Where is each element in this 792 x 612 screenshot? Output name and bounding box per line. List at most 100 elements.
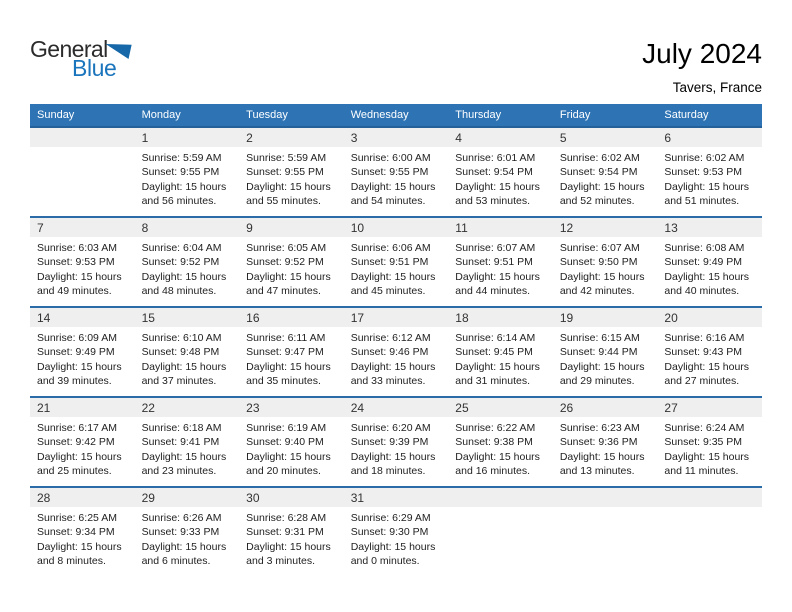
daylight-text: Daylight: 15 hours and 48 minutes. (141, 270, 227, 298)
sunset-text: Sunset: 9:50 PM (559, 256, 638, 269)
sunset-text: Sunset: 9:40 PM (246, 436, 324, 449)
day-number: 9 (239, 218, 344, 237)
day-cell-10: 10 Sunrise: 6:06 AM Sunset: 9:51 PM Dayligh… (343, 218, 449, 306)
day-details: Sunrise: 6:11 AM Sunset: 9:47 PM Daylight:… (239, 327, 344, 389)
daylight-text: Daylight: 15 hours and 56 minutes. (141, 180, 227, 208)
day-details: Sunrise: 6:06 AM Sunset: 9:51 PM Daylight:… (344, 237, 449, 299)
day-number: 21 (30, 398, 135, 417)
day-number: 25 (448, 398, 553, 417)
day-number: 4 (448, 128, 553, 147)
day-number: 20 (657, 308, 762, 327)
day-cell-28: 28 Sunrise: 6:25 AM Sunset: 9:34 PM Dayligh… (30, 488, 135, 576)
day-details (553, 507, 658, 511)
day-cell-1: 1 Sunrise: 5:59 AM Sunset: 9:55 PM Daylight… (134, 128, 240, 216)
sunset-text: Sunset: 9:30 PM (350, 526, 429, 539)
sunrise-text: Sunrise: 6:10 AM (141, 332, 222, 344)
day-number: 17 (343, 308, 449, 327)
sunrise-text: Sunrise: 6:14 AM (455, 332, 536, 344)
day-details: Sunrise: 6:25 AM Sunset: 9:34 PM Daylight:… (30, 507, 135, 569)
day-details (30, 147, 135, 151)
day-number: 28 (30, 488, 135, 507)
day-cell-31: 31 Sunrise: 6:29 AM Sunset: 9:30 PM Dayligh… (343, 488, 449, 576)
day-number: 23 (239, 398, 344, 417)
daylight-text: Daylight: 15 hours and 45 minutes. (350, 270, 436, 298)
daylight-text: Daylight: 15 hours and 29 minutes. (559, 360, 645, 388)
day-details: Sunrise: 6:24 AM Sunset: 9:35 PM Daylight:… (657, 417, 762, 479)
sunrise-text: Sunrise: 6:09 AM (37, 332, 117, 344)
day-number: 18 (448, 308, 553, 327)
day-details: Sunrise: 6:14 AM Sunset: 9:45 PM Daylight:… (448, 327, 553, 389)
day-number: 10 (343, 218, 449, 237)
weekday-header-wednesday: Wednesday (350, 109, 409, 121)
sunset-text: Sunset: 9:54 PM (559, 166, 638, 179)
logo-top-row: General (30, 38, 132, 61)
sunset-text: Sunset: 9:33 PM (141, 526, 220, 539)
sunrise-text: Sunrise: 6:06 AM (350, 242, 431, 254)
day-cell-26: 26 Sunrise: 6:23 AM Sunset: 9:36 PM Dayligh… (552, 398, 658, 486)
logo-text-blue: Blue (72, 55, 117, 81)
day-cell-29: 29 Sunrise: 6:26 AM Sunset: 9:33 PM Dayligh… (134, 488, 240, 576)
sunset-text: Sunset: 9:53 PM (664, 166, 743, 179)
day-number (657, 488, 762, 507)
weekday-header-sunday: Sunday (37, 109, 75, 121)
daylight-text: Daylight: 15 hours and 40 minutes. (664, 270, 750, 298)
day-number: 13 (657, 218, 762, 237)
day-cell-14: 14 Sunrise: 6:09 AM Sunset: 9:49 PM Dayligh… (30, 308, 135, 396)
day-number: 30 (239, 488, 344, 507)
week-row: 14 Sunrise: 6:09 AM Sunset: 9:49 PM Dayligh… (30, 306, 762, 396)
day-details: Sunrise: 6:28 AM Sunset: 9:31 PM Daylight:… (239, 507, 344, 569)
logo-text-general: General (30, 36, 108, 62)
week-row: 28 Sunrise: 6:25 AM Sunset: 9:34 PM Dayligh… (30, 486, 762, 576)
daylight-text: Daylight: 15 hours and 23 minutes. (141, 450, 227, 478)
sunrise-text: Sunrise: 5:59 AM (246, 152, 327, 164)
sunrise-text: Sunrise: 6:16 AM (664, 332, 745, 344)
sunset-text: Sunset: 9:38 PM (455, 436, 533, 449)
day-cell-27: 27 Sunrise: 6:24 AM Sunset: 9:35 PM Dayligh… (657, 398, 762, 486)
day-number: 12 (552, 218, 658, 237)
sunrise-text: Sunrise: 6:25 AM (37, 512, 117, 524)
sunset-text: Sunset: 9:51 PM (350, 256, 429, 269)
sunrise-text: Sunrise: 6:00 AM (350, 152, 431, 164)
top-bar: General Blue July 2024 Tavers, France (30, 0, 762, 100)
daylight-text: Daylight: 15 hours and 0 minutes. (350, 540, 436, 568)
day-details: Sunrise: 6:29 AM Sunset: 9:30 PM Daylight:… (344, 507, 449, 569)
sunrise-text: Sunrise: 6:05 AM (246, 242, 327, 254)
daylight-text: Daylight: 15 hours and 8 minutes. (37, 540, 122, 568)
day-details: Sunrise: 6:23 AM Sunset: 9:36 PM Daylight:… (553, 417, 658, 479)
daylight-text: Daylight: 15 hours and 53 minutes. (455, 180, 540, 208)
day-details: Sunrise: 6:05 AM Sunset: 9:52 PM Daylight:… (239, 237, 344, 299)
daylight-text: Daylight: 15 hours and 49 minutes. (37, 270, 122, 298)
day-number: 27 (657, 398, 762, 417)
day-number: 14 (30, 308, 135, 327)
day-cell-15: 15 Sunrise: 6:10 AM Sunset: 9:48 PM Dayligh… (134, 308, 240, 396)
day-cell-19: 19 Sunrise: 6:15 AM Sunset: 9:44 PM Dayligh… (552, 308, 658, 396)
day-details: Sunrise: 6:01 AM Sunset: 9:54 PM Daylight:… (448, 147, 553, 209)
day-details: Sunrise: 6:16 AM Sunset: 9:43 PM Daylight:… (657, 327, 762, 389)
sunrise-text: Sunrise: 6:22 AM (455, 422, 536, 434)
day-cell-empty (657, 488, 762, 576)
day-number: 2 (239, 128, 344, 147)
general-blue-logo: General Blue (30, 38, 132, 80)
sunset-text: Sunset: 9:42 PM (37, 436, 115, 449)
day-cell-3: 3 Sunrise: 6:00 AM Sunset: 9:55 PM Daylight… (343, 128, 449, 216)
day-cell-16: 16 Sunrise: 6:11 AM Sunset: 9:47 PM Dayligh… (239, 308, 344, 396)
weekday-header-friday: Friday (559, 109, 591, 121)
day-details (448, 507, 553, 511)
day-cell-empty (552, 488, 658, 576)
day-number: 19 (552, 308, 658, 327)
day-cell-22: 22 Sunrise: 6:18 AM Sunset: 9:41 PM Dayligh… (134, 398, 240, 486)
day-number: 3 (343, 128, 449, 147)
day-number: 31 (343, 488, 449, 507)
daylight-text: Daylight: 15 hours and 3 minutes. (246, 540, 331, 568)
sunset-text: Sunset: 9:55 PM (141, 166, 220, 179)
day-details: Sunrise: 6:15 AM Sunset: 9:44 PM Daylight:… (553, 327, 658, 389)
sunset-text: Sunset: 9:55 PM (350, 166, 429, 179)
daylight-text: Daylight: 15 hours and 27 minutes. (664, 360, 750, 388)
sunset-text: Sunset: 9:31 PM (246, 526, 324, 539)
sunset-text: Sunset: 9:52 PM (141, 256, 220, 269)
daylight-text: Daylight: 15 hours and 16 minutes. (455, 450, 540, 478)
sunrise-text: Sunrise: 6:01 AM (455, 152, 536, 164)
sunset-text: Sunset: 9:52 PM (246, 256, 324, 269)
week-row: 21 Sunrise: 6:17 AM Sunset: 9:42 PM Dayligh… (30, 396, 762, 486)
day-number: 5 (552, 128, 658, 147)
